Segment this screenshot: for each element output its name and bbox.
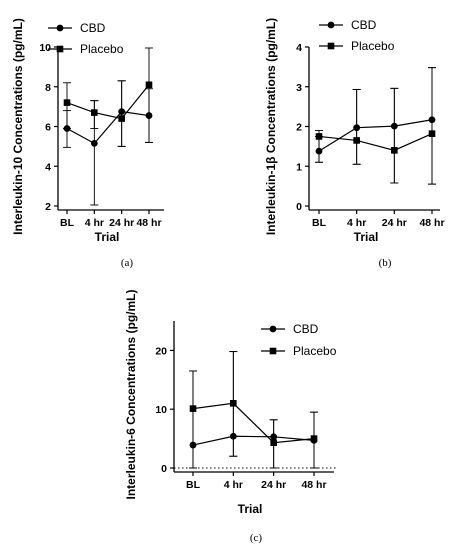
y-axis-label: Interleukin-6 Concentrations (pg/mL): [124, 289, 138, 499]
data-point-square: [428, 130, 436, 137]
y-axis-label: Interleukin-10 Concentrations (pg/mL): [11, 18, 25, 235]
data-point-circle: [90, 139, 98, 147]
data-point-square: [189, 405, 197, 412]
x-tick-label: 48 hr: [136, 217, 161, 229]
y-tick-label: 8: [45, 82, 51, 94]
y-tick-label: 1: [296, 161, 302, 173]
x-tick-label: 24 hr: [382, 217, 407, 229]
legend-label: Placebo: [351, 39, 395, 53]
y-tick-label: 6: [45, 122, 51, 134]
legend-marker-circle: [56, 24, 64, 32]
y-tick-label: 0: [161, 463, 167, 475]
data-point-square: [91, 109, 98, 116]
legend-label: CBD: [293, 322, 319, 336]
legend-label: CBD: [351, 18, 377, 32]
data-point-square: [391, 147, 398, 154]
series-cbd: [315, 67, 436, 185]
y-tick-label: 2: [296, 122, 302, 134]
data-point-square: [270, 439, 277, 447]
data-point-square: [315, 133, 323, 140]
y-tick-label: 2: [45, 201, 51, 213]
series-line: [192, 402, 315, 444]
data-point-square: [145, 81, 153, 89]
legend-marker-circle: [327, 21, 335, 29]
series-line: [318, 133, 433, 151]
x-tick-label: 48 hr: [419, 217, 444, 229]
x-tick-label: BL: [312, 217, 327, 229]
data-point-square: [310, 435, 318, 442]
legend-marker-circle: [269, 325, 277, 333]
x-axis-label: Trial: [354, 230, 379, 244]
y-tick-label: 3: [296, 82, 302, 94]
data-point-square: [353, 137, 360, 144]
x-tick-label: 48 hr: [301, 479, 326, 491]
y-tick-label: 4: [296, 42, 302, 54]
legend-label: CBD: [80, 21, 106, 35]
panel-caption: (c): [250, 532, 263, 544]
y-tick-label: 4: [45, 161, 51, 173]
y-tick-label: 20: [155, 345, 167, 357]
x-tick-label: 24 hr: [261, 479, 286, 491]
legend-marker-square: [56, 45, 64, 53]
series-line: [66, 84, 150, 120]
legend-label: Placebo: [80, 42, 124, 56]
y-axis-label: Interleukin-1β Concentrations (pg/mL): [264, 18, 278, 235]
series-cbd: [63, 80, 153, 206]
x-axis-label: Trial: [238, 502, 263, 516]
series-placebo: [63, 47, 153, 147]
series-placebo: [315, 67, 436, 185]
x-tick-label: 4 hr: [224, 479, 243, 491]
chart-panel-2: 0 10 20 BL 4 hr 24 hr 48 hr Trial Interleukin-6 …: [124, 289, 337, 544]
x-tick-label: BL: [186, 479, 201, 491]
y-tick-label: 10: [155, 404, 167, 416]
x-tick-label: BL: [60, 217, 75, 229]
data-point-square: [230, 400, 237, 407]
chart-panel-1: 0 1 2 3 4 BL 4 hr 24 hr 48 hr Trial Interleukin-1β…: [264, 18, 445, 269]
series-line: [192, 435, 315, 446]
x-axis-label: Trial: [95, 230, 120, 244]
x-tick-label: 4 hr: [347, 217, 366, 229]
series-placebo: [189, 351, 318, 469]
legend-marker-square: [269, 347, 277, 355]
data-point-square: [118, 115, 125, 122]
y-tick-label: 0: [296, 201, 302, 213]
x-tick-label: 4 hr: [85, 217, 104, 229]
x-tick-label: 24 hr: [109, 217, 134, 229]
data-point-square: [63, 99, 71, 106]
series-line: [66, 110, 150, 145]
chart-panel-0: 2 4 6 8 10 BL 4 hr 24 hr 48 hr Trial Interleukin-1…: [11, 18, 164, 269]
panel-caption: (b): [379, 257, 392, 269]
legend-marker-square: [327, 42, 335, 50]
series-cbd: [189, 351, 318, 469]
series-line: [318, 119, 433, 152]
legend-label: Placebo: [293, 344, 337, 358]
panel-caption: (a): [121, 257, 134, 269]
y-tick-label: 10: [39, 42, 51, 54]
